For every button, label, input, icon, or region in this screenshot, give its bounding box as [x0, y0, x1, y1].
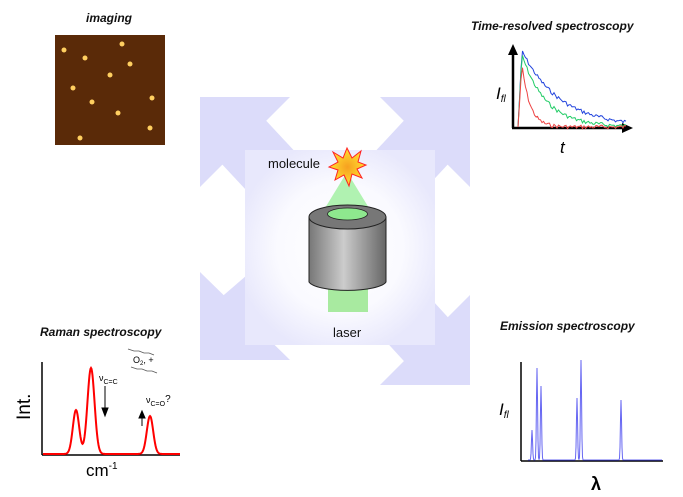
spot — [70, 85, 76, 91]
emission-axes — [520, 362, 663, 462]
arrow-up-icon — [138, 409, 146, 426]
raman-spectrum — [43, 365, 180, 455]
time-resolved-ylabel: Ifl — [496, 84, 507, 105]
molecule-star-icon — [327, 146, 368, 188]
imaging-title: imaging — [86, 11, 133, 25]
time-resolved-xlabel: t — [560, 138, 566, 157]
time-resolved-title: Time-resolved spectroscopy — [471, 19, 635, 33]
arrowhead-top-right — [380, 97, 470, 187]
objective-lens — [327, 207, 368, 221]
spot — [119, 41, 125, 47]
excitation-cone — [322, 172, 372, 213]
decay-curve-red — [517, 67, 627, 130]
raman-axes — [41, 362, 180, 456]
spot — [107, 72, 113, 78]
emission-title: Emission spectroscopy — [500, 319, 636, 333]
raman-ylabel: Int. — [14, 394, 35, 420]
arrow-down-icon — [101, 386, 109, 418]
laser-label: laser — [333, 325, 362, 340]
fluorescent-spots — [61, 41, 155, 141]
raman-xlabel: cm-1 — [86, 461, 118, 480]
spot — [149, 95, 155, 101]
arrowhead-top-left — [200, 97, 290, 187]
spot — [89, 99, 95, 105]
spot — [115, 110, 121, 116]
time-resolved-axes — [508, 44, 633, 133]
spot — [147, 125, 153, 131]
molecule-label: molecule — [268, 156, 320, 171]
emission-ylabel: Ifl — [499, 400, 510, 421]
decay-curve-green — [517, 55, 627, 128]
objective-body — [308, 216, 387, 291]
spot — [127, 61, 133, 67]
decay-curve-blue — [517, 50, 627, 128]
spot — [82, 55, 88, 61]
raman-reagent: O2, + — [133, 355, 154, 367]
emission-spectrum — [528, 359, 662, 461]
spot — [77, 135, 83, 141]
raman-annotation-cc: νC=C — [99, 373, 118, 386]
emission-xlabel: λ — [591, 474, 601, 494]
raman-title: Raman spectroscopy — [40, 325, 163, 339]
raman-annotation-co: νC=O? — [146, 394, 171, 408]
spot — [61, 47, 67, 53]
molecule-structure-icon — [127, 348, 158, 374]
